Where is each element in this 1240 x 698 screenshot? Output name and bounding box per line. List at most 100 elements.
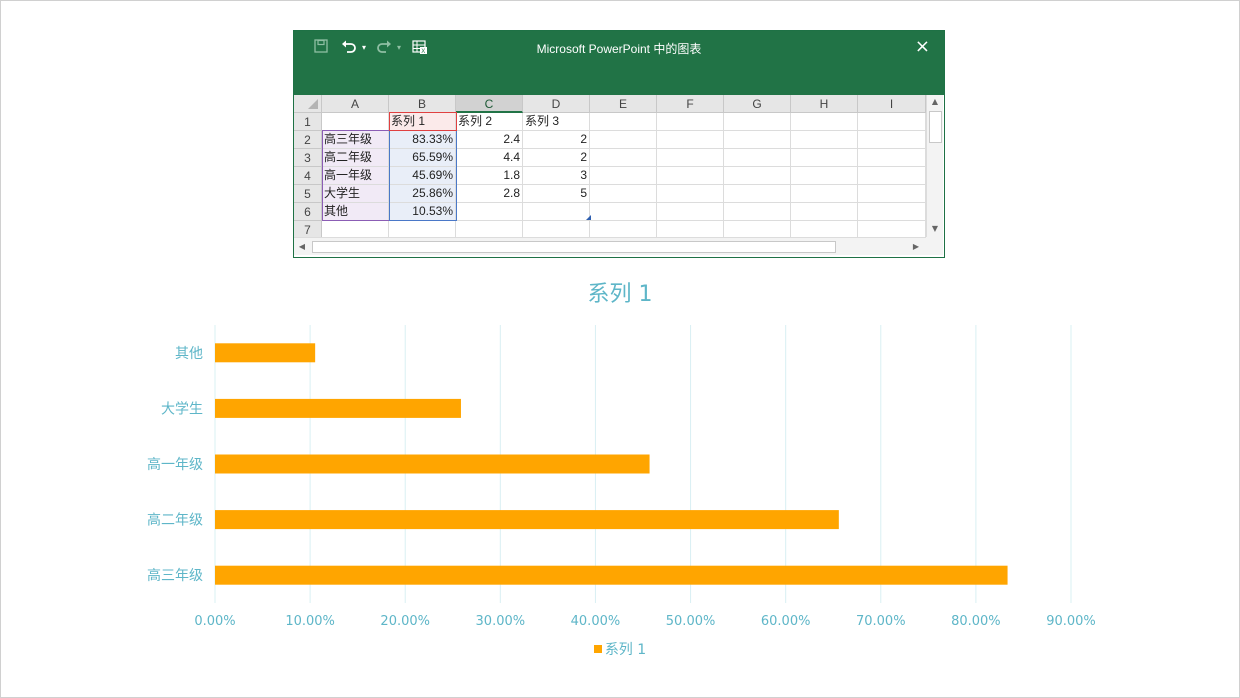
cell-b4[interactable]: 45.69%	[389, 167, 456, 185]
scroll-right-icon[interactable]: ▶	[912, 242, 920, 251]
y-category-label: 高一年级	[147, 456, 203, 473]
cell-c6[interactable]	[456, 203, 523, 221]
chart-legend[interactable]: 系列 1	[0, 639, 1240, 659]
cell-b3[interactable]: 65.59%	[389, 149, 456, 167]
cell-d6[interactable]	[523, 203, 590, 221]
redo-icon[interactable]	[376, 39, 392, 57]
cell-e6[interactable]	[590, 203, 657, 221]
row-header-2[interactable]: 2	[294, 131, 322, 149]
horizontal-scrollbar[interactable]: ◀ ▶	[294, 237, 926, 255]
cell-h5[interactable]	[791, 185, 858, 203]
cell-c2[interactable]: 2.4	[456, 131, 523, 149]
vertical-scroll-thumb[interactable]	[929, 111, 942, 143]
cell-h3[interactable]	[791, 149, 858, 167]
cell-i1[interactable]	[858, 113, 926, 131]
column-header-c[interactable]: C	[456, 95, 523, 113]
cell-a3[interactable]: 高二年级	[322, 149, 389, 167]
save-icon[interactable]	[314, 39, 328, 57]
cell-h1[interactable]	[791, 113, 858, 131]
cell-c3[interactable]: 4.4	[456, 149, 523, 167]
column-header-h[interactable]: H	[791, 95, 858, 113]
undo-icon[interactable]	[341, 39, 357, 57]
cell-c4[interactable]: 1.8	[456, 167, 523, 185]
cell-i2[interactable]	[858, 131, 926, 149]
cell-f2[interactable]	[657, 131, 724, 149]
cell-a2[interactable]: 高三年级	[322, 131, 389, 149]
x-tick-label: 30.00%	[476, 614, 526, 629]
row-header-3[interactable]: 3	[294, 149, 322, 167]
cell-e1[interactable]	[590, 113, 657, 131]
y-category-label: 大学生	[161, 401, 203, 417]
x-tick-label: 20.00%	[380, 614, 430, 629]
cell-g3[interactable]	[724, 149, 791, 167]
cell-g6[interactable]	[724, 203, 791, 221]
bar[interactable]	[215, 510, 839, 530]
horizontal-scroll-thumb[interactable]	[312, 241, 836, 253]
cell-b6[interactable]: 10.53%	[389, 203, 456, 221]
cell-b5[interactable]: 25.86%	[389, 185, 456, 203]
cell-f6[interactable]	[657, 203, 724, 221]
cell-h2[interactable]	[791, 131, 858, 149]
cell-d3[interactable]: 2	[523, 149, 590, 167]
bar[interactable]	[215, 565, 1008, 585]
cell-f5[interactable]	[657, 185, 724, 203]
row-header-5[interactable]: 5	[294, 185, 322, 203]
x-tick-label: 50.00%	[666, 614, 716, 629]
cell-h6[interactable]	[791, 203, 858, 221]
cell-g5[interactable]	[724, 185, 791, 203]
cell-d5[interactable]: 5	[523, 185, 590, 203]
y-category-label: 高三年级	[147, 567, 203, 584]
cell-e3[interactable]	[590, 149, 657, 167]
edit-data-in-excel-icon[interactable]: X	[412, 39, 428, 57]
cell-e2[interactable]	[590, 131, 657, 149]
cell-i5[interactable]	[858, 185, 926, 203]
cell-g1[interactable]	[724, 113, 791, 131]
cell-d2[interactable]: 2	[523, 131, 590, 149]
close-icon[interactable]: ×	[914, 36, 930, 57]
cell-e5[interactable]	[590, 185, 657, 203]
cell-a4[interactable]: 高一年级	[322, 167, 389, 185]
cell-g2[interactable]	[724, 131, 791, 149]
column-header-i[interactable]: I	[858, 95, 926, 113]
undo-dropdown-icon[interactable]: ▾	[362, 43, 367, 52]
bar[interactable]	[215, 454, 650, 474]
resize-range-handle[interactable]	[586, 215, 591, 220]
row-header-1[interactable]: 1	[294, 113, 322, 131]
scroll-up-icon[interactable]: ▲	[931, 97, 939, 106]
cell-g4[interactable]	[724, 167, 791, 185]
x-tick-label: 40.00%	[571, 614, 621, 629]
cell-c5[interactable]: 2.8	[456, 185, 523, 203]
cell-d4[interactable]: 3	[523, 167, 590, 185]
cell-i3[interactable]	[858, 149, 926, 167]
column-header-d[interactable]: D	[523, 95, 590, 113]
scroll-down-icon[interactable]: ▼	[931, 224, 939, 233]
cell-a5[interactable]: 大学生	[322, 185, 389, 203]
cell-f4[interactable]	[657, 167, 724, 185]
cell-d1[interactable]: 系列 3	[523, 113, 590, 131]
bar[interactable]	[215, 398, 461, 418]
x-tick-label: 0.00%	[194, 614, 235, 629]
cell-e4[interactable]	[590, 167, 657, 185]
cell-c1[interactable]: 系列 2	[456, 113, 523, 131]
cell-i6[interactable]	[858, 203, 926, 221]
column-header-f[interactable]: F	[657, 95, 724, 113]
bar[interactable]	[215, 343, 316, 363]
cell-i4[interactable]	[858, 167, 926, 185]
column-header-a[interactable]: A	[322, 95, 389, 113]
scroll-corner	[926, 237, 943, 255]
cell-h4[interactable]	[791, 167, 858, 185]
chart-title[interactable]: 系列 1	[587, 282, 653, 307]
row-header-6[interactable]: 6	[294, 203, 322, 221]
legend-label: 系列 1	[604, 642, 647, 658]
column-header-g[interactable]: G	[724, 95, 791, 113]
scroll-left-icon[interactable]: ◀	[298, 242, 306, 251]
cell-f1[interactable]	[657, 113, 724, 131]
cell-f3[interactable]	[657, 149, 724, 167]
redo-dropdown-icon[interactable]: ▾	[397, 43, 402, 52]
column-header-e[interactable]: E	[590, 95, 657, 113]
select-all-corner[interactable]	[294, 95, 322, 113]
cell-b2[interactable]: 83.33%	[389, 131, 456, 149]
row-header-4[interactable]: 4	[294, 167, 322, 185]
vertical-scrollbar[interactable]: ▲ ▼	[926, 95, 943, 237]
